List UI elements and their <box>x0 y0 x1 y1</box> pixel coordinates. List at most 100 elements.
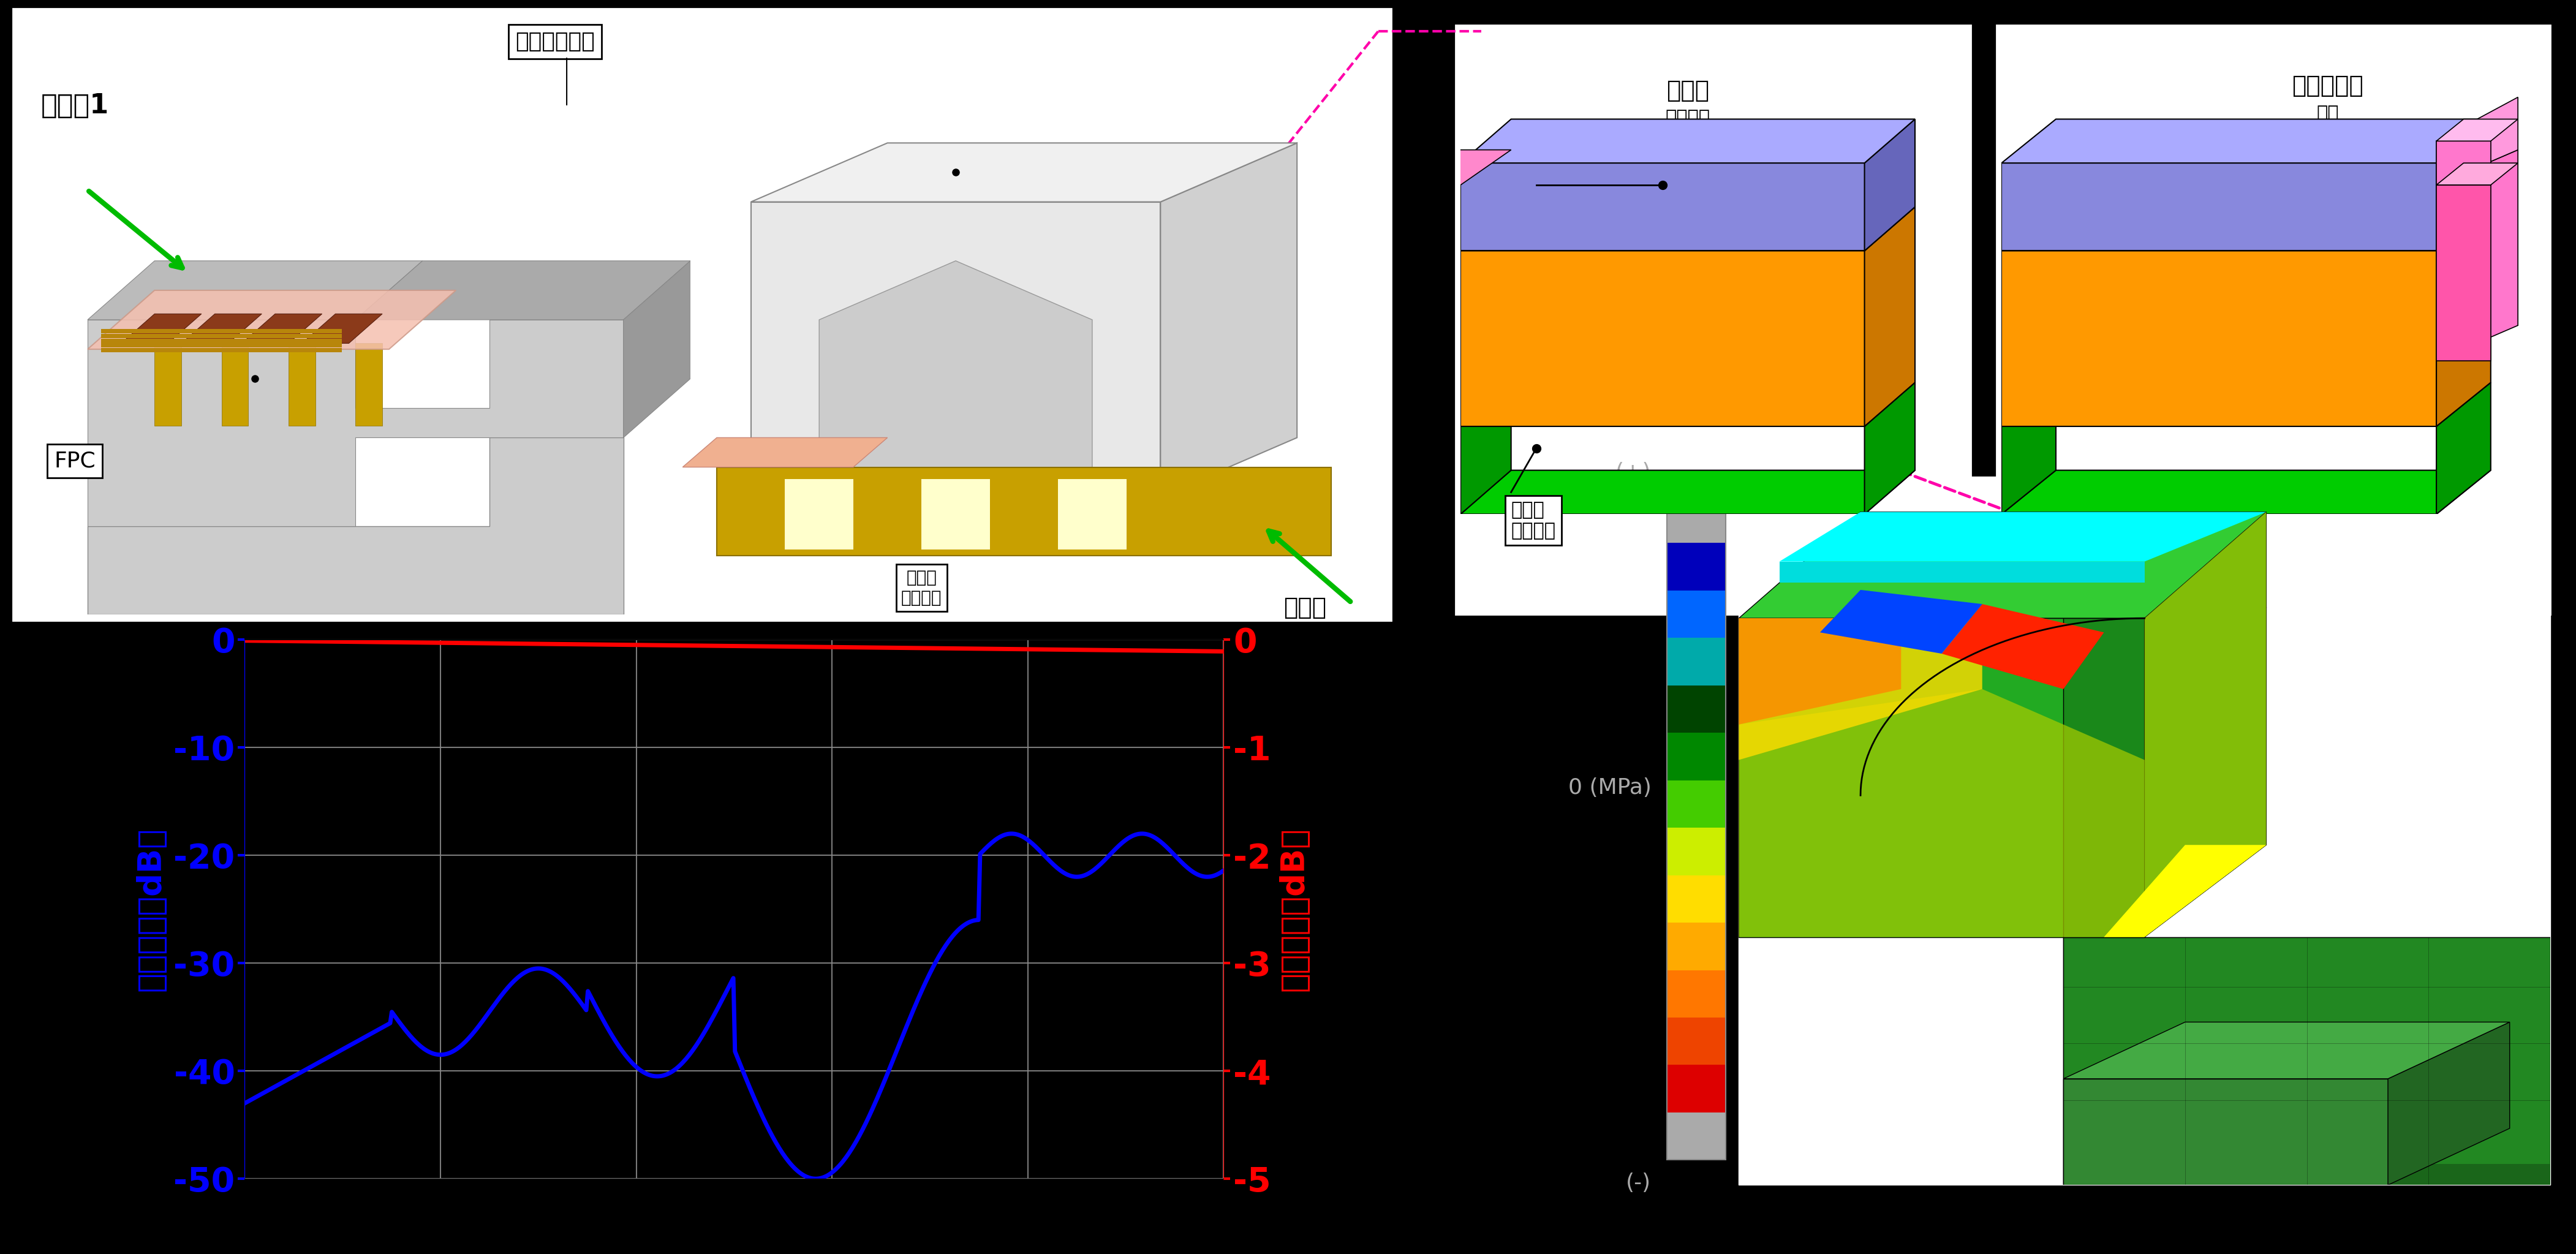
Bar <box>1667 543 1726 591</box>
Polygon shape <box>623 261 690 438</box>
Polygon shape <box>2063 1164 2550 1185</box>
Polygon shape <box>355 344 381 426</box>
Polygon shape <box>922 479 989 549</box>
Polygon shape <box>1461 251 1865 426</box>
Polygon shape <box>2388 1022 2509 1185</box>
Polygon shape <box>2143 512 2267 937</box>
Polygon shape <box>2437 186 2491 361</box>
Polygon shape <box>1942 604 2105 690</box>
Polygon shape <box>2437 163 2517 186</box>
Polygon shape <box>2002 382 2056 514</box>
Polygon shape <box>1819 589 1984 653</box>
Polygon shape <box>2437 382 2491 514</box>
Text: ポート: ポート <box>1283 596 1327 619</box>
Polygon shape <box>242 314 322 344</box>
Polygon shape <box>819 261 1092 497</box>
Polygon shape <box>100 330 343 334</box>
Bar <box>1667 875 1726 923</box>
Text: （金属）: （金属） <box>1667 109 1710 127</box>
Bar <box>1667 638 1726 685</box>
Polygon shape <box>683 438 886 466</box>
Polygon shape <box>121 314 201 344</box>
Polygon shape <box>2437 207 2491 426</box>
Text: FPC: FPC <box>54 450 95 472</box>
Polygon shape <box>2002 382 2491 426</box>
Text: ポート1: ポート1 <box>41 93 108 119</box>
Bar <box>1667 923 1726 971</box>
Polygon shape <box>1739 618 1984 760</box>
Polygon shape <box>1435 207 1461 339</box>
Polygon shape <box>2437 150 2517 361</box>
Polygon shape <box>1409 150 1512 186</box>
Polygon shape <box>1865 119 1914 251</box>
Bar <box>1996 25 2550 614</box>
Polygon shape <box>1865 382 1914 514</box>
Polygon shape <box>88 438 623 614</box>
Polygon shape <box>100 344 343 347</box>
Polygon shape <box>1865 207 1914 426</box>
Text: (-): (-) <box>1625 1172 1651 1194</box>
Bar <box>1667 1065 1726 1112</box>
Polygon shape <box>2063 1022 2509 1078</box>
Text: (+): (+) <box>1615 461 1651 483</box>
Bar <box>1667 732 1726 780</box>
Polygon shape <box>222 344 247 426</box>
Polygon shape <box>2437 142 2491 186</box>
Polygon shape <box>100 334 343 339</box>
Polygon shape <box>1159 143 1298 497</box>
Polygon shape <box>2063 937 2550 1185</box>
Polygon shape <box>1461 163 1865 251</box>
Text: シーリング: シーリング <box>2293 74 2362 98</box>
Polygon shape <box>1461 382 1914 426</box>
Polygon shape <box>1461 119 1914 163</box>
Bar <box>1667 495 1726 543</box>
Polygon shape <box>2437 119 2491 251</box>
Bar <box>1455 25 1971 614</box>
Polygon shape <box>716 466 1332 556</box>
Y-axis label: 挿入搏失（dB）: 挿入搏失（dB） <box>1278 828 1309 991</box>
Bar <box>1667 971 1726 1017</box>
Polygon shape <box>88 320 623 527</box>
Bar <box>1667 685 1726 732</box>
Polygon shape <box>88 291 456 350</box>
Polygon shape <box>752 143 1298 202</box>
Polygon shape <box>289 344 314 426</box>
Polygon shape <box>355 261 690 320</box>
Polygon shape <box>1461 470 1914 514</box>
Polygon shape <box>1461 382 1512 514</box>
Polygon shape <box>1780 512 2267 562</box>
Text: ベース
（金属）: ベース （金属） <box>1512 502 1556 539</box>
Polygon shape <box>1059 479 1126 549</box>
Bar <box>1739 477 2550 1185</box>
Polygon shape <box>786 479 853 549</box>
Polygon shape <box>1780 562 2143 583</box>
Text: セラミックス: セラミックス <box>515 31 595 51</box>
Polygon shape <box>88 261 422 320</box>
Polygon shape <box>180 314 263 344</box>
Polygon shape <box>1739 512 2267 618</box>
Polygon shape <box>1409 186 1461 361</box>
Polygon shape <box>2063 1078 2388 1185</box>
Polygon shape <box>2437 119 2517 142</box>
Bar <box>1667 828 1726 875</box>
Polygon shape <box>1739 618 1901 725</box>
Polygon shape <box>1461 207 1914 251</box>
Bar <box>1667 1112 1726 1160</box>
Polygon shape <box>155 344 180 426</box>
Bar <box>1667 591 1726 638</box>
Polygon shape <box>2002 470 2491 514</box>
Text: 金属: 金属 <box>2316 105 2339 123</box>
Polygon shape <box>2437 98 2517 186</box>
Polygon shape <box>2105 845 2267 937</box>
Polygon shape <box>100 349 343 352</box>
Bar <box>1667 1017 1726 1065</box>
Bar <box>1667 495 1726 1160</box>
Polygon shape <box>2002 251 2437 426</box>
Polygon shape <box>1739 690 2143 937</box>
Text: 0 (MPa): 0 (MPa) <box>1569 777 1651 799</box>
Polygon shape <box>2063 618 2143 937</box>
Polygon shape <box>2002 207 2491 251</box>
Polygon shape <box>1739 618 2143 937</box>
Bar <box>1667 780 1726 828</box>
Polygon shape <box>301 314 381 344</box>
